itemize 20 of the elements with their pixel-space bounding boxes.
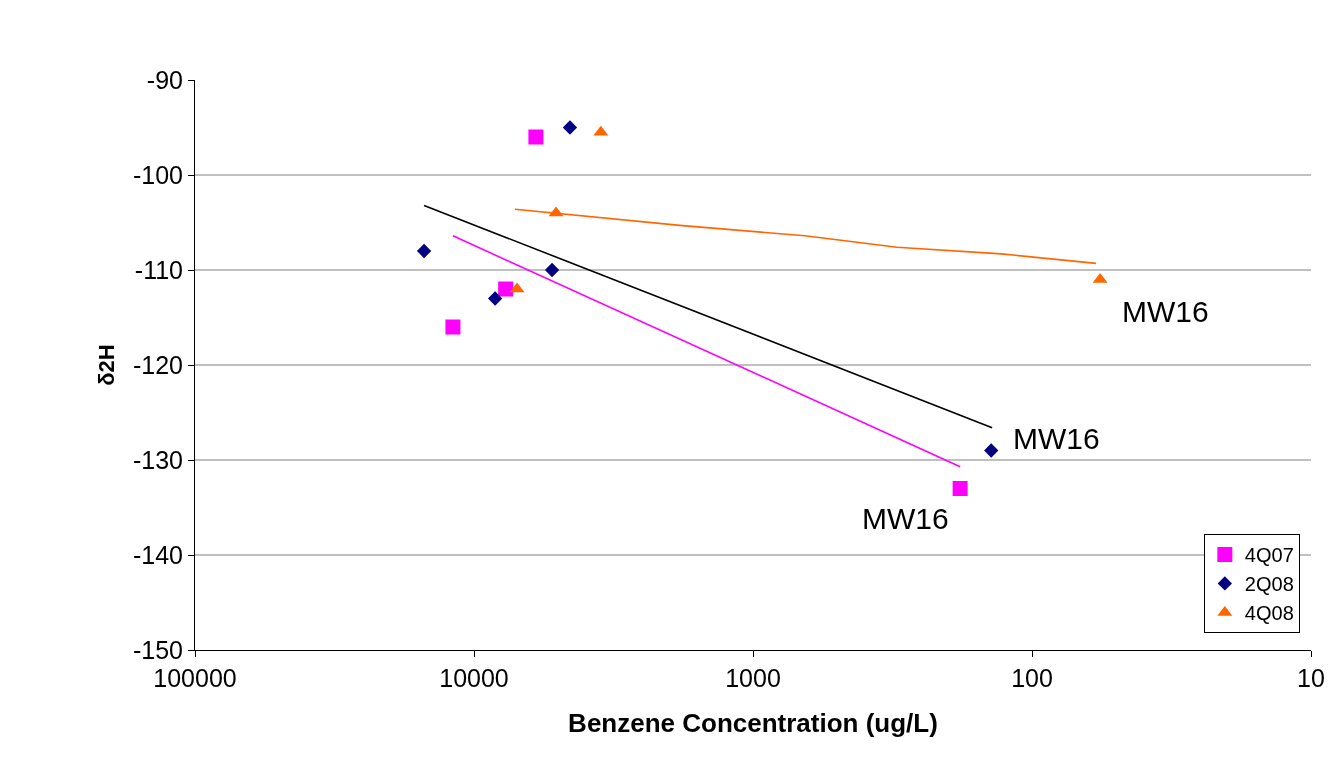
y-tick-label: -130 — [132, 445, 183, 474]
annotation: MW16 — [862, 502, 949, 535]
x-tick-label: 1000 — [725, 664, 781, 692]
legend-label: 4Q07 — [1244, 544, 1294, 567]
y-tick-label: -120 — [132, 350, 183, 379]
x-tick-label: 100 — [1011, 664, 1053, 692]
annotation: MW16 — [1122, 295, 1209, 328]
y-tick-label: -150 — [132, 635, 183, 664]
x-tick-label: 10000 — [439, 664, 509, 692]
x-axis-title: Benzene Concentration (ug/L) — [568, 707, 938, 738]
y-tick-label: -110 — [134, 255, 183, 284]
y-tick-label: -140 — [132, 540, 183, 569]
x-tick-label: 10 — [1297, 664, 1325, 692]
legend-label: 4Q08 — [1244, 602, 1294, 625]
x-tick-label: 100000 — [153, 664, 237, 692]
annotation: MW16 — [1013, 422, 1100, 455]
y-tick-label: -90 — [146, 65, 183, 94]
y-tick-label: -100 — [132, 160, 183, 189]
legend-label: 2Q08 — [1244, 573, 1294, 596]
y-axis-title: δ2H — [93, 344, 119, 386]
